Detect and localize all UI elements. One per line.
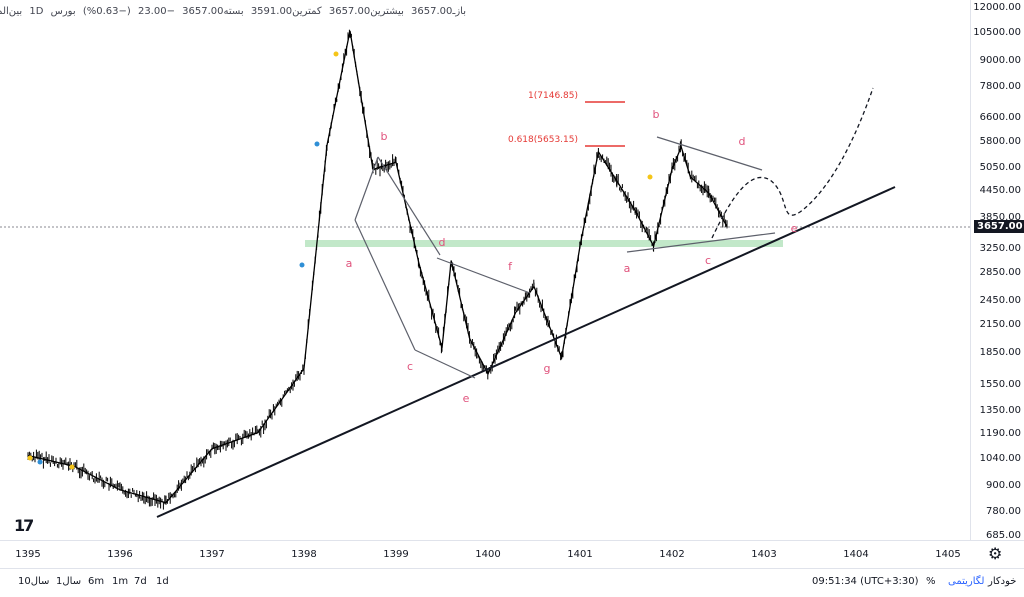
wave-line-1[interactable] (354, 156, 379, 221)
range-10y[interactable]: 10سال (18, 576, 50, 587)
chart-area[interactable]: بازـ3657.00 بیشترین3657.00 کمترین3591.00… (0, 0, 970, 540)
time-tick-label: 1399 (383, 549, 409, 560)
price-tick-label: 2450.00 (979, 294, 1021, 306)
time-tick-label: 1396 (107, 549, 133, 560)
range-6m[interactable]: 6m (88, 576, 105, 587)
time-tick-label: 1401 (567, 549, 593, 560)
range-1d[interactable]: 1d (156, 576, 169, 587)
price-tick-label: 1190.00 (979, 428, 1021, 440)
range-7d[interactable]: 7d (134, 576, 147, 587)
price-tick-label: 5050.00 (979, 161, 1021, 173)
time-tick-label: 1395 (15, 549, 41, 560)
wave-line-5[interactable] (436, 257, 531, 294)
symbol-legend: بازـ3657.00 بیشترین3657.00 کمترین3591.00… (0, 6, 466, 17)
marker-dot (314, 141, 320, 147)
legend-change-pct: (−0.63%) (82, 6, 131, 17)
price-tick-label: 5800.00 (979, 136, 1021, 148)
legend-low: کمترین3591.00 (250, 6, 322, 17)
wave-label-d2: d (739, 135, 746, 148)
legend-open: بازـ3657.00 (411, 6, 466, 17)
triangle-lower-line[interactable] (626, 232, 776, 253)
wave-label-b1: b (381, 130, 388, 143)
price-tick-label: 3850.00 (979, 211, 1021, 223)
marker-dot (37, 459, 43, 465)
marker-dot (69, 464, 75, 470)
wave-label-e2: e (791, 222, 798, 235)
wave-line-4[interactable] (414, 349, 476, 379)
legend-symbol: بین‌المللی‌توسعه‌ساختمان (0, 6, 23, 17)
bottom-toolbar: 10سال 1سال 6m 1m 7d 1d 09:51:34 (UTC+3:3… (0, 568, 1024, 597)
range-1m[interactable]: 1m (112, 576, 129, 587)
marker-dot (299, 262, 305, 268)
wave-line-2[interactable] (377, 156, 441, 256)
time-tick-label: 1403 (751, 549, 777, 560)
legend-close: بسته3657.00 (182, 6, 244, 17)
price-tick-label: 7800.00 (979, 81, 1021, 93)
fib-label-0618: 0.618(5653.15) (508, 135, 578, 145)
price-tick-label: 1550.00 (979, 379, 1021, 391)
time-tick-label: 1405 (935, 549, 961, 560)
wave-label-f: f (508, 260, 513, 273)
price-tick-label: 685.00 (986, 530, 1021, 541)
wave-line-3[interactable] (354, 219, 416, 351)
price-tick-label: 6600.00 (979, 112, 1021, 124)
time-axis[interactable]: 1395 1396 1397 1398 1399 1400 1401 1402 1403 1404… (0, 540, 1024, 569)
clock-display[interactable]: 09:51:34 (UTC+3:30) (812, 576, 919, 587)
legend-exchange: بورس (50, 6, 76, 17)
range-1y[interactable]: 1سال (56, 576, 82, 587)
candle-marks (27, 29, 728, 510)
price-chart-svg: 1(7146.85) 0.618(5653.15) a b c d e f g … (0, 29, 970, 518)
wave-label-c1: c (407, 360, 413, 373)
time-tick-label: 1400 (475, 549, 501, 560)
fib-label-1: 1(7146.85) (528, 91, 578, 101)
marker-dot (333, 51, 339, 57)
price-tick-label: 1040.00 (979, 452, 1021, 464)
wave-label-g: g (544, 362, 551, 375)
price-tick-label: 12000.00 (973, 2, 1021, 13)
wave-label-a1: a (346, 257, 353, 270)
wave-label-b2: b (653, 108, 660, 121)
price-tick-label: 780.00 (986, 506, 1021, 518)
percent-toggle[interactable]: % (926, 576, 936, 587)
support-zone (305, 240, 783, 247)
triangle-upper-line[interactable] (656, 136, 763, 171)
price-axis[interactable]: 12000.00 10500.00 9000.00 7800.00 6600.00 580… (970, 0, 1024, 541)
time-tick-label: 1397 (199, 549, 225, 560)
price-tick-label: 4450.00 (979, 184, 1021, 196)
projected-path[interactable] (711, 87, 874, 239)
time-tick-label: 1398 (291, 549, 317, 560)
main-trendline[interactable] (156, 186, 896, 518)
wave-label-d1: d (439, 236, 446, 249)
auto-toggle[interactable]: خودکار (988, 576, 1017, 587)
wave-label-c2: c (705, 254, 711, 267)
price-tick-label: 1350.00 (979, 404, 1021, 416)
legend-change: −23.00 (137, 6, 175, 17)
wave-label-a2: a (624, 262, 631, 275)
legend-interval: 1D (29, 6, 44, 17)
price-tick-label: 10500.00 (973, 26, 1021, 38)
price-tick-label: 1850.00 (979, 346, 1021, 358)
tradingview-logo[interactable]: 17 (14, 516, 34, 535)
price-tick-label: 2150.00 (979, 319, 1021, 331)
current-price-badge: 3657.00 (974, 220, 1024, 233)
price-tick-label: 9000.00 (979, 55, 1021, 67)
time-tick-label: 1402 (659, 549, 685, 560)
time-tick-label: 1404 (843, 549, 869, 560)
marker-dot (647, 174, 653, 180)
price-tick-label: 2850.00 (979, 267, 1021, 279)
legend-high: بیشترین3657.00 (328, 6, 404, 17)
price-tick-label: 3250.00 (979, 242, 1021, 254)
log-toggle[interactable]: لگاریتمی (948, 576, 985, 587)
marker-dot (27, 455, 33, 461)
price-tick-label: 900.00 (986, 479, 1021, 491)
wave-label-e1: e (463, 392, 470, 405)
settings-gear-icon[interactable]: ⚙ (988, 544, 1003, 563)
